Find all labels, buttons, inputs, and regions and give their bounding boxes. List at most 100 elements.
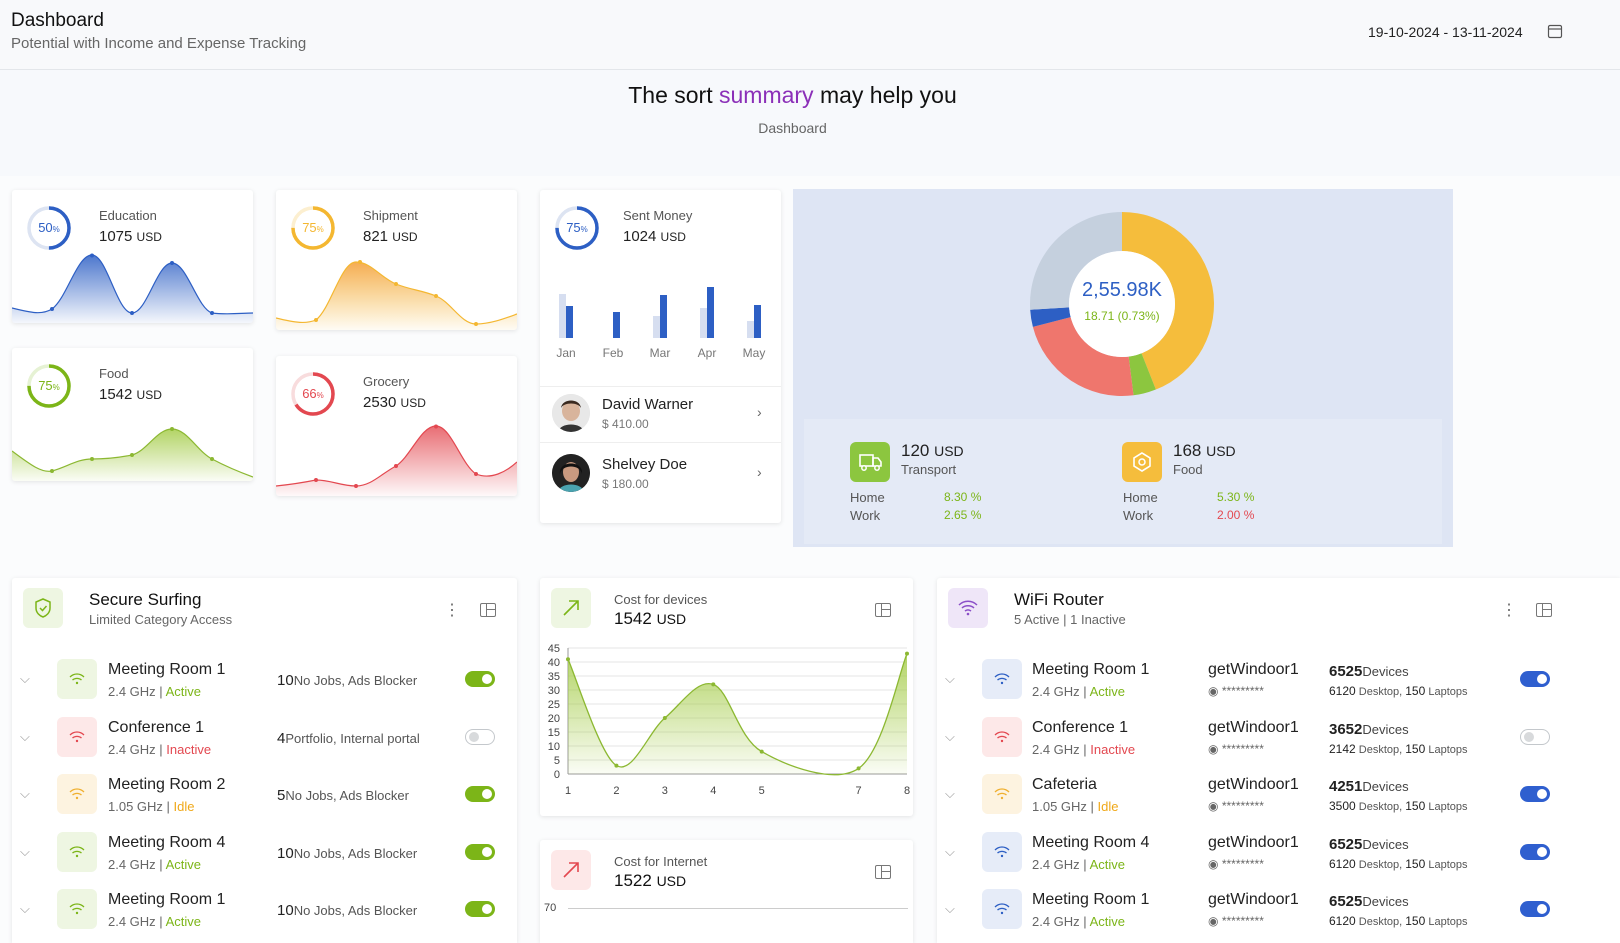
toggle-switch[interactable] — [1520, 786, 1550, 802]
toggle-switch[interactable] — [465, 728, 495, 745]
donut-segment — [1030, 212, 1122, 310]
x-axis-tick: Feb — [603, 346, 624, 360]
eye-icon[interactable]: ◉ — [1208, 856, 1219, 871]
room-frequency: 2.4 GHz — [1032, 856, 1080, 872]
chevron-right-icon[interactable]: › — [757, 464, 762, 480]
layout-icon[interactable] — [480, 603, 496, 617]
laptop-count: 150 — [1405, 799, 1426, 813]
status-badge: Active — [1089, 856, 1125, 872]
room-meta: 2.4 GHz | Inactive — [1032, 741, 1136, 757]
room-name: Meeting Room 1 — [1032, 891, 1150, 908]
ssid: getWindoor1 — [1208, 776, 1299, 793]
room-policy: 10No Jobs, Ads Blocker — [277, 845, 417, 862]
device-label: Devices — [1362, 664, 1409, 679]
sent-money-bar-chart: Jan Feb Mar Apr May — [556, 287, 765, 360]
eye-icon[interactable]: ◉ — [1208, 914, 1219, 928]
contact-name[interactable]: Shelvey Doe — [602, 456, 688, 473]
room-name: Meeting Room 1 — [108, 891, 226, 908]
date-range[interactable]: 19-10-2024 - 13-11-2024 — [1368, 24, 1523, 40]
wifi-icon — [982, 716, 1022, 757]
toggle-switch[interactable] — [1520, 843, 1550, 860]
chevron-right-icon[interactable]: › — [757, 404, 762, 420]
chevron-down-icon[interactable]: ⌵ — [945, 843, 955, 859]
kpi-percent: 75 — [566, 220, 581, 235]
hero-title-highlight: summary — [719, 82, 814, 108]
room-meta: 2.4 GHz | Active — [108, 684, 201, 699]
chevron-down-icon[interactable]: ⌵ — [20, 843, 30, 859]
toggle-switch[interactable] — [465, 671, 495, 687]
kpi-card-shipment: 75% Shipment 821 USD — [276, 190, 517, 330]
wifi-icon — [982, 831, 1022, 872]
food-home-label: Home — [1123, 490, 1158, 505]
chevron-down-icon[interactable]: ⌵ — [945, 671, 955, 686]
layout-icon[interactable] — [875, 603, 891, 617]
toggle-switch[interactable] — [1520, 728, 1550, 745]
toggle-switch[interactable] — [1520, 671, 1550, 687]
kpi-label: Education — [99, 208, 157, 223]
data-point — [759, 749, 764, 754]
room-name: Conference 1 — [1032, 718, 1129, 736]
room-frequency: 2.4 GHz — [1032, 914, 1080, 929]
kpi-card-education: 50% Education 1075 USD — [12, 190, 253, 323]
sparkline-food — [12, 427, 253, 481]
transport-home-value: 8.30 % — [944, 490, 982, 504]
progress-ring: 75% — [25, 362, 73, 410]
chevron-down-icon[interactable]: ⌵ — [20, 728, 30, 744]
breakdown-panel — [804, 419, 1442, 544]
transport-amount: 120 — [901, 441, 930, 460]
page-header: Dashboard Potential with Income and Expe… — [0, 0, 1620, 70]
room-meta: 2.4 GHz | Active — [108, 914, 201, 929]
kpi-percent: 75 — [38, 378, 53, 393]
kpi-card-grocery: 66% Grocery 2530 USD — [276, 356, 517, 496]
y-axis-tick: 20 — [548, 713, 560, 725]
more-options-icon[interactable]: ⋮ — [444, 602, 460, 619]
kpi-unit: USD — [136, 388, 162, 402]
chevron-down-icon[interactable]: ⌵ — [20, 786, 30, 801]
laptop-count: 150 — [1405, 856, 1426, 871]
progress-ring: 50% — [25, 204, 73, 252]
status-badge: Active — [1089, 914, 1125, 929]
device-total: 4251 — [1329, 778, 1363, 795]
chevron-down-icon[interactable]: ⌵ — [945, 728, 955, 744]
device-total: 6525 — [1329, 663, 1363, 680]
chevron-down-icon[interactable]: ⌵ — [945, 786, 955, 801]
y-axis-tick: 15 — [548, 727, 560, 739]
device-count: 6525Devices — [1329, 836, 1409, 853]
device-total: 3652 — [1329, 720, 1363, 738]
toggle-switch[interactable] — [465, 901, 495, 917]
device-breakdown: 6120 Desktop, 150 Laptops — [1329, 914, 1468, 928]
toggle-switch[interactable] — [465, 786, 495, 802]
wifi-icon — [57, 831, 97, 872]
x-axis-tick: Apr — [698, 346, 717, 360]
room-meta: 2.4 GHz | Active — [1032, 914, 1125, 929]
device-count: 6525Devices — [1329, 893, 1409, 910]
toggle-switch[interactable] — [1520, 901, 1550, 917]
room-policy: 10No Jobs, Ads Blocker — [277, 902, 417, 919]
eye-icon[interactable]: ◉ — [1208, 799, 1219, 813]
desktop-count: 3500 — [1329, 799, 1356, 813]
contact-name[interactable]: David Warner — [602, 396, 694, 413]
eye-icon[interactable]: ◉ — [1208, 684, 1219, 698]
card-title: Secure Surfing — [89, 590, 202, 609]
bar-current — [613, 312, 620, 338]
chevron-down-icon[interactable]: ⌵ — [20, 901, 30, 916]
breadcrumb[interactable]: Dashboard — [758, 120, 827, 136]
layout-icon[interactable] — [875, 865, 891, 879]
pizza-icon — [1122, 442, 1162, 482]
y-axis-tick: 40 — [548, 657, 560, 669]
kpi-unit: USD — [392, 230, 418, 244]
chevron-down-icon[interactable]: ⌵ — [945, 901, 955, 916]
area-fill — [568, 653, 907, 775]
eye-icon[interactable]: ◉ — [1208, 741, 1219, 756]
desktop-label: Desktop — [1358, 858, 1400, 871]
more-options-icon[interactable]: ⋮ — [1501, 602, 1517, 619]
toggle-switch[interactable] — [465, 843, 495, 860]
layout-icon[interactable] — [1536, 603, 1552, 617]
donut-segment — [1122, 212, 1214, 390]
kpi-unit: USD — [136, 230, 162, 244]
wifi-icon — [982, 659, 1022, 699]
chevron-down-icon[interactable]: ⌵ — [20, 671, 30, 686]
ssid: getWindoor1 — [1208, 661, 1299, 678]
progress-ring: 75% — [553, 204, 601, 252]
calendar-icon[interactable] — [1547, 23, 1563, 39]
